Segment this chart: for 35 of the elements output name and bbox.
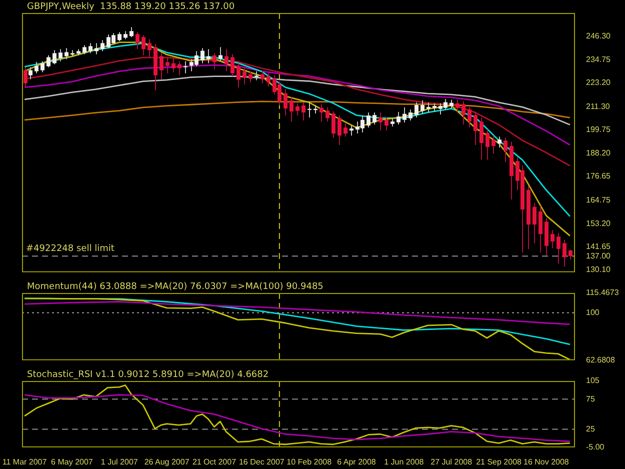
y-tick-label: 62.6808 [586,355,616,364]
x-tick-label: 21 Oct 2007 [192,457,237,466]
y-tick-label: 105 [586,376,600,386]
y-tick-label: 153.20 [586,218,612,228]
x-tick-label: 16 Dec 2007 [238,457,285,466]
x-tick-label: 21 Sep 2008 [476,457,522,466]
y-tick-label: 164.75 [586,196,612,205]
x-tick-label: 10 Feb 2008 [286,457,332,466]
chart-title: GBPJPY,Weekly 135.88 139.20 135.26 137.00 [27,2,235,12]
chart-title: Momentum(44) 63.0888 =>MA(20) 76.0307 =>MA(100) 90.9485 [27,282,324,292]
y-tick-label: 188.20 [586,148,612,158]
x-tick-label: 16 Nov 2008 [524,457,570,466]
y-tick-label: 234.75 [586,54,612,64]
y-tick-label: 100 [586,308,600,317]
y-tick-label: 115.4673 [586,288,620,298]
y-tick-label: 223.20 [586,78,612,88]
y-tick-label: 176.65 [586,172,612,181]
y-tick-label: 25 [586,424,596,434]
x-tick-label: 26 Aug 2007 [144,457,190,466]
y-tick-label: 75 [586,394,596,404]
x-tick-label: 11 Mar 2007 [2,457,48,466]
chart-title: Stochastic_RSI v1.1 0.9012 5.8910 =>MA(20) 4.6682 [27,370,269,380]
y-tick-label: 130.10 [586,265,612,274]
y-tick-label: -5.00 [586,442,605,452]
x-tick-label: 6 May 2007 [51,457,94,466]
x-tick-label: 1 Jul 2007 [100,457,138,466]
x-tick-label: 6 Apr 2008 [337,457,376,466]
ref-line-label: #4922248 sell limit [26,244,115,254]
y-tick-label: 141.65 [586,242,612,251]
y-tick-label: 137.00 [586,251,612,260]
y-tick-label: 246.30 [586,32,612,41]
x-tick-label: 1 Jun 2008 [384,457,424,466]
x-tick-label: 27 Jul 2008 [430,457,473,466]
y-tick-label: 199.75 [586,125,612,134]
y-tick-label: 211.30 [586,102,610,112]
